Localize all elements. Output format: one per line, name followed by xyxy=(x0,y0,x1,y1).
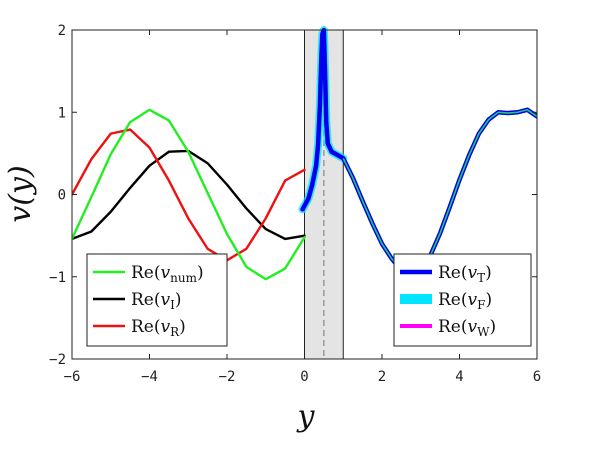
series-line xyxy=(72,128,306,262)
legend-label: Re(vW) xyxy=(438,317,496,339)
x-tick-label: 2 xyxy=(378,369,386,385)
y-tick-label: 1 xyxy=(58,105,66,121)
x-axis-label: y xyxy=(296,399,316,434)
y-tick-label: −1 xyxy=(49,270,66,286)
y-tick-label: 2 xyxy=(58,23,66,39)
legend-entry: Re(vI) xyxy=(93,290,182,312)
x-tick-label: −4 xyxy=(141,369,158,385)
y-tick-label: −2 xyxy=(49,352,66,368)
legend-label: Re(vT) xyxy=(438,263,492,285)
legend-entry: Re(vT) xyxy=(400,263,492,285)
legend-left: Re(vnum) Re(vI) Re(vR) xyxy=(86,253,228,347)
series-lines xyxy=(72,26,537,281)
legend-entry: Re(vF) xyxy=(400,290,492,312)
axes: −6 −4 −2 0 2 4 6 −2 −1 0 1 2 xyxy=(49,23,541,385)
x-tick-label: 4 xyxy=(455,369,463,385)
legend-right: Re(vT) Re(vF) Re(vW) xyxy=(393,253,532,347)
x-tick-label: 0 xyxy=(300,369,308,385)
legend-entry: Re(vnum) xyxy=(93,263,204,285)
y-axis-label: v(y) xyxy=(3,165,38,222)
series-line-core xyxy=(342,108,537,276)
series-line xyxy=(72,108,306,281)
legend-label: Re(vF) xyxy=(438,290,492,312)
legend-label: Re(vnum) xyxy=(131,263,204,285)
legend-label: Re(vR) xyxy=(131,317,186,339)
x-tick-label: 6 xyxy=(533,369,541,385)
plot-area xyxy=(72,26,537,360)
y-tick-label: 0 xyxy=(58,188,66,204)
x-tick-label: −6 xyxy=(64,369,81,385)
legend-entry: Re(vR) xyxy=(93,317,186,339)
legend-entry: Re(vW) xyxy=(400,317,496,339)
legend-label: Re(vI) xyxy=(131,290,182,312)
x-tick-label: −2 xyxy=(219,369,236,385)
legends: Re(vnum) Re(vI) Re(vR) Re(vT) Re(vF) Re(vW) xyxy=(86,253,532,347)
